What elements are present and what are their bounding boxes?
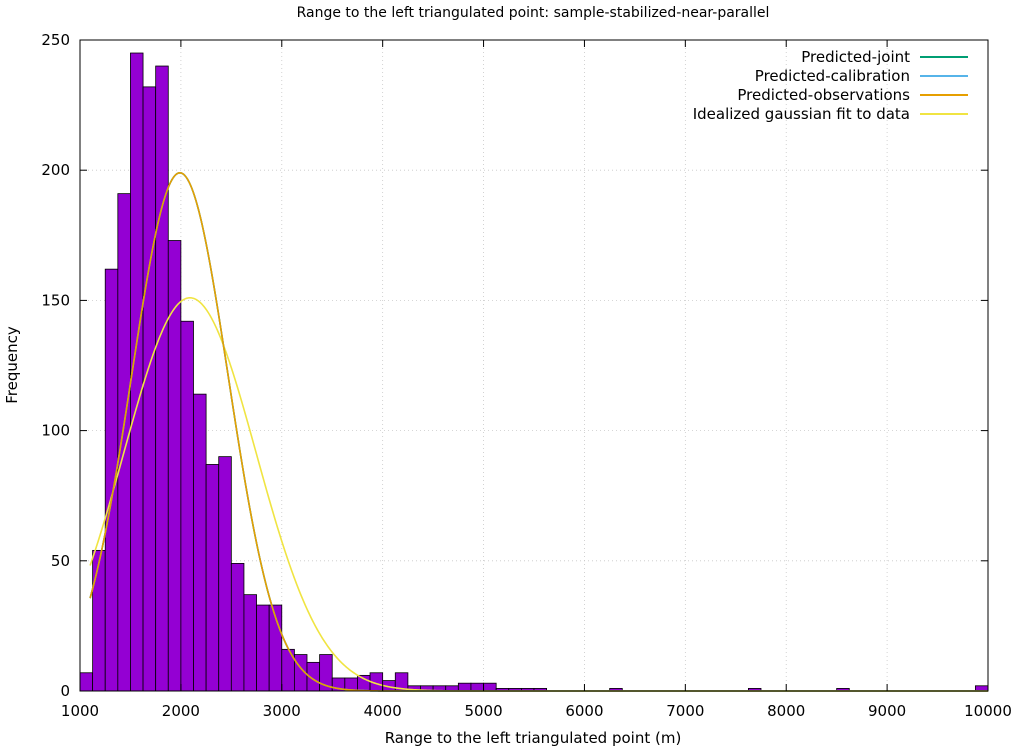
- histogram-bar: [243, 594, 257, 692]
- legend-entry-label: Predicted-calibration: [755, 67, 910, 85]
- legend-entry-label: Predicted-observations: [737, 86, 910, 104]
- histogram-bar: [142, 86, 157, 692]
- y-tick-label: 0: [60, 682, 70, 700]
- x-tick-label: 10000: [964, 702, 1012, 720]
- histogram-bar: [470, 682, 484, 692]
- y-tick-label: 250: [41, 31, 70, 49]
- histogram-bar: [483, 682, 497, 692]
- x-axis-label: Range to the left triangulated point (m): [385, 729, 682, 747]
- y-axis-label: Frequency: [3, 326, 21, 404]
- y-tick-label: 150: [41, 291, 70, 309]
- plot-frame: [79, 39, 989, 692]
- y-tick-labels: 0 50 100 150 200 250: [41, 31, 70, 700]
- x-tick-label: 7000: [666, 702, 704, 720]
- histogram-bar: [117, 193, 131, 692]
- histogram-bar: [218, 456, 232, 692]
- histogram-bar: [357, 674, 371, 692]
- y-tick-label: 100: [41, 422, 70, 440]
- histogram-bar: [230, 563, 245, 692]
- histogram-bars: [79, 52, 989, 692]
- x-tick-label: 5000: [464, 702, 502, 720]
- histogram-bar: [92, 549, 106, 692]
- histogram-bar: [180, 320, 194, 692]
- histogram-bar: [205, 464, 220, 692]
- histogram-bar: [457, 682, 472, 692]
- legend-entry-label: Idealized gaussian fit to data: [693, 105, 910, 123]
- histogram-bar: [79, 672, 94, 692]
- histogram-bar: [256, 604, 270, 692]
- histogram-bar: [193, 393, 207, 692]
- axis-ticks: [79, 39, 989, 692]
- legend: Predicted-jointPredicted-calibrationPred…: [693, 48, 968, 123]
- x-tick-label: 8000: [767, 702, 805, 720]
- grid-lines: [80, 40, 988, 691]
- legend-entry-label: Predicted-joint: [801, 48, 910, 66]
- y-tick-label: 50: [51, 552, 70, 570]
- x-tick-label: 9000: [868, 702, 906, 720]
- x-tick-label: 6000: [565, 702, 603, 720]
- x-tick-labels: 1000 2000 3000 4000 5000 6000 7000 8000 9000 1000…: [61, 702, 1012, 720]
- x-tick-label: 2000: [162, 702, 200, 720]
- x-tick-label: 1000: [61, 702, 99, 720]
- chart-title: Range to the left triangulated point: sa…: [297, 5, 770, 21]
- x-tick-label: 3000: [263, 702, 301, 720]
- histogram-bar: [155, 65, 169, 692]
- x-tick-label: 4000: [364, 702, 402, 720]
- y-tick-label: 200: [41, 161, 70, 179]
